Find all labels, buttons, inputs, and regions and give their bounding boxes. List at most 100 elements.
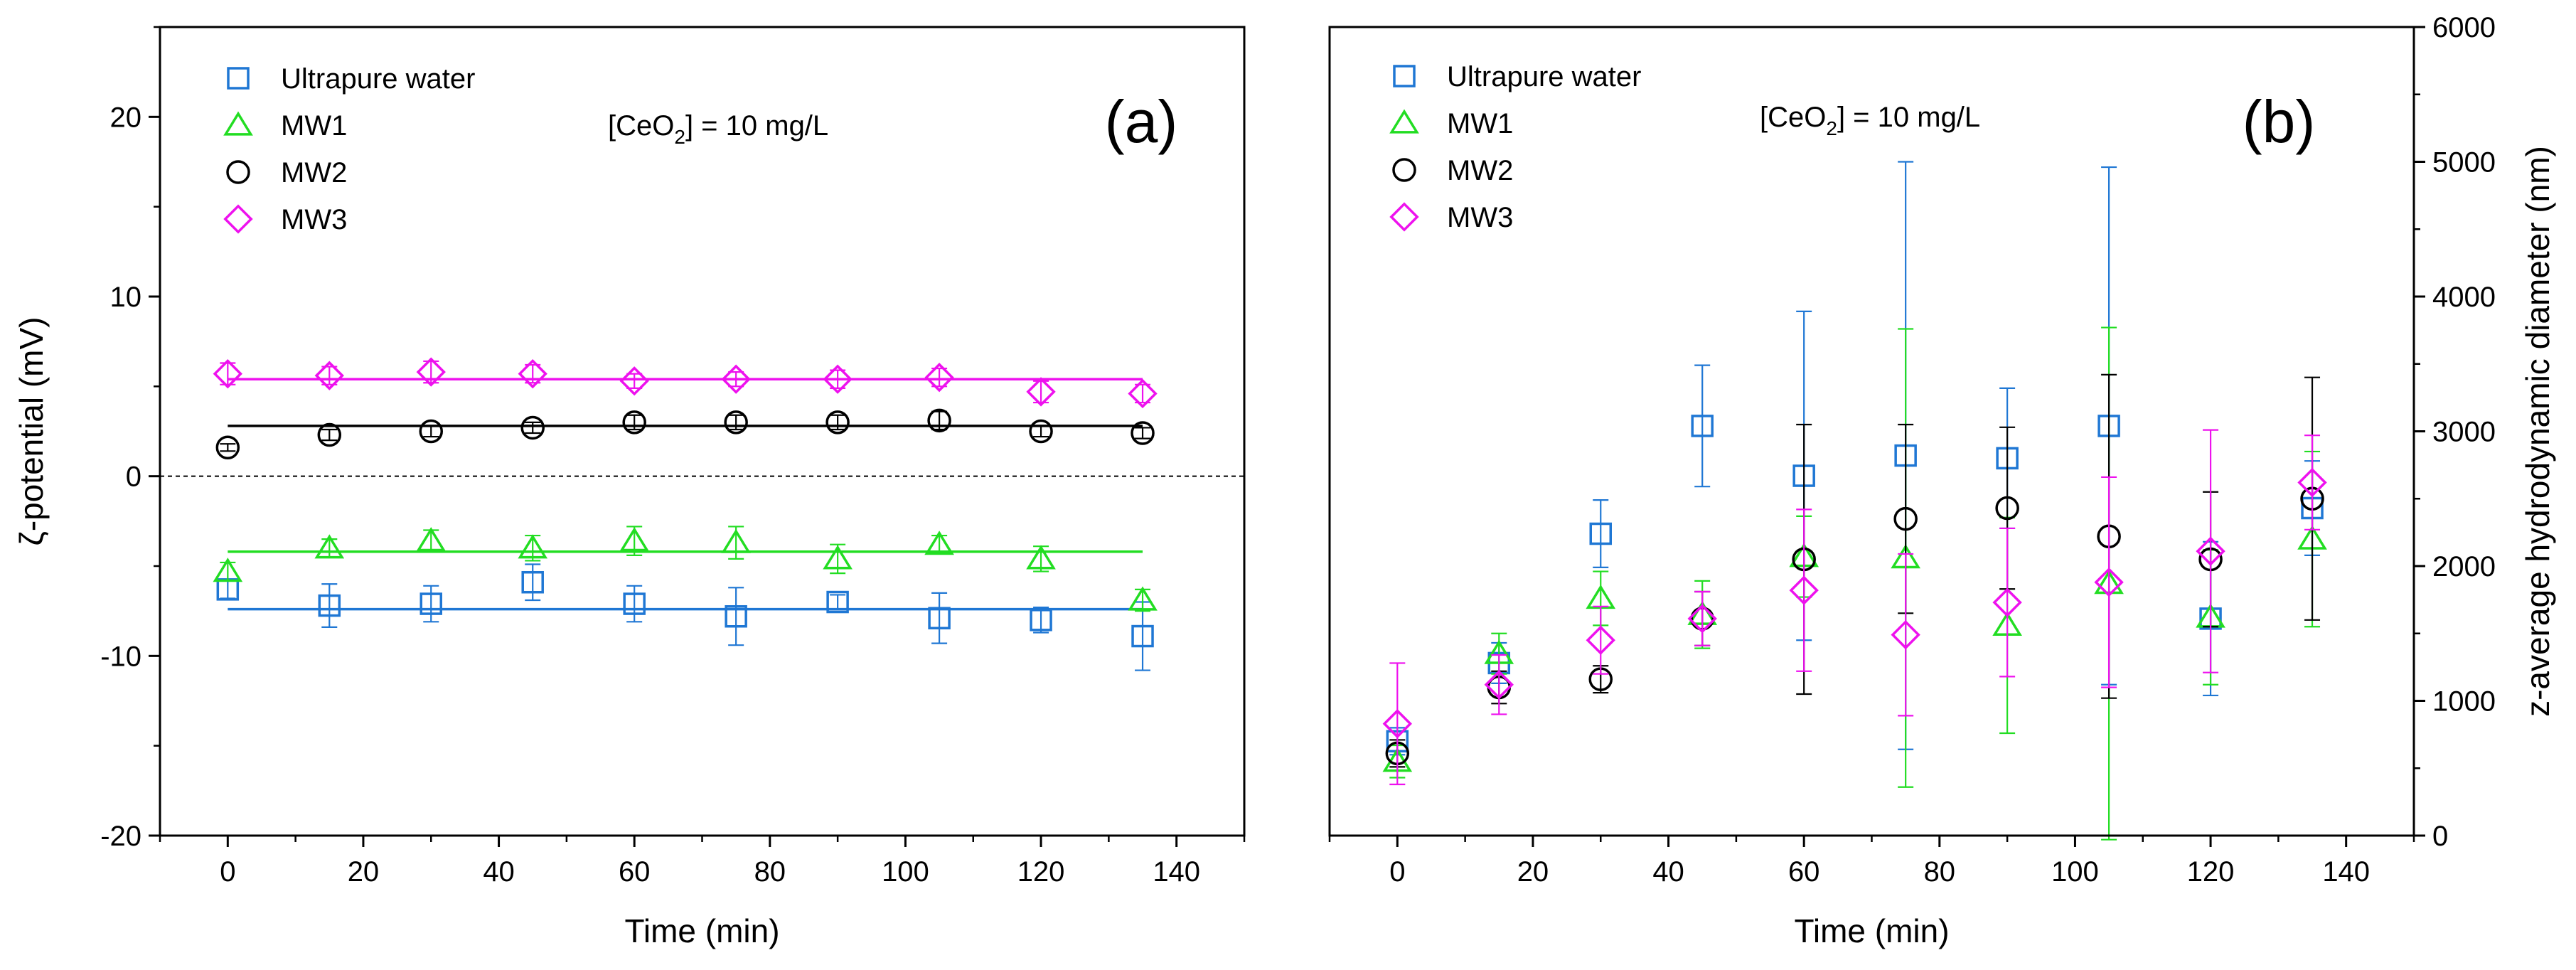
x-tick-label: 80: [1924, 856, 1956, 888]
legend-marker: [1389, 109, 1419, 134]
data-point: [215, 435, 240, 459]
legend-label: Ultrapure water: [1447, 61, 1641, 92]
chart-panel-a: 0 20 40 60 80 100 120 140 -20 -10 0 10 20 Time (min…: [13, 26, 1246, 949]
data-series: [215, 408, 1155, 459]
legend-label: MW3: [281, 204, 347, 235]
data-point: [1589, 522, 1612, 545]
y-tick-label: -10: [100, 641, 141, 672]
data-point: [924, 363, 954, 393]
data-series: [1382, 429, 2327, 786]
x-tick-label: 40: [483, 856, 515, 888]
data-point: [416, 527, 447, 552]
legend-marker: [227, 67, 250, 90]
data-point: [623, 592, 646, 615]
x-tick-label: 80: [754, 856, 786, 888]
data-point: [520, 415, 545, 440]
annotation-suffix: ] = 10 mg/L: [1837, 102, 1980, 133]
data-point: [419, 419, 443, 444]
x-axis: 0 20 40 60 80 100 120 140: [159, 836, 1246, 888]
data-point: [2196, 536, 2225, 566]
data-point: [1128, 586, 1158, 611]
data-point: [314, 361, 344, 390]
legend-label: MW2: [1447, 155, 1513, 186]
x-tick-label: 40: [1652, 856, 1684, 888]
data-point: [1030, 609, 1052, 631]
data-point: [317, 422, 342, 447]
plot-layer: [160, 357, 1244, 671]
data-point: [924, 531, 954, 555]
data-point: [928, 607, 951, 630]
annotation-prefix: [CeO: [608, 110, 674, 142]
y-axis: -20 -10 0 10 20: [100, 26, 160, 852]
annotation-prefix: [CeO: [1760, 102, 1826, 133]
data-point: [725, 604, 747, 628]
legend-marker: [223, 111, 253, 136]
x-tick-label: 120: [1017, 856, 1065, 888]
data-point: [521, 570, 544, 594]
data-series: [1385, 373, 2324, 768]
data-series: [1382, 326, 2327, 841]
x-tick-label: 120: [2187, 856, 2235, 888]
x-axis: 0 20 40 60 80 100 120 140: [1328, 836, 2415, 888]
plot-layer: [1382, 161, 2327, 841]
data-point: [1992, 587, 2022, 617]
y-axis-title: z-average hydrodynamic diameter (nm): [2519, 146, 2556, 717]
data-point: [1586, 625, 1615, 655]
data-point: [619, 527, 650, 552]
data-point: [318, 594, 341, 617]
panel-label: (a): [1105, 88, 1178, 155]
data-point: [419, 592, 442, 615]
data-point: [314, 534, 345, 559]
data-point: [1128, 378, 1158, 409]
x-tick-label: 140: [2322, 856, 2370, 888]
legend-marker: [1392, 158, 1416, 182]
data-point: [1131, 624, 1154, 648]
y-tick-label: 3000: [2432, 417, 2496, 448]
data-point: [1691, 415, 1714, 437]
annotation-subscript: 2: [1826, 117, 1837, 139]
data-point: [826, 590, 849, 614]
data-point: [1026, 377, 1056, 407]
data-point: [1891, 619, 1920, 650]
data-point: [1789, 575, 1819, 605]
y-tick-label: 5000: [2432, 147, 2496, 178]
y-tick-label: 0: [126, 462, 141, 493]
y-tick-label: 10: [110, 282, 142, 313]
panel-label: (b): [2243, 88, 2316, 155]
data-point: [724, 410, 748, 435]
y-axis-title: ζ-potential (mV): [13, 317, 50, 546]
data-point: [2094, 567, 2124, 597]
chart-panel-b: 0 20 40 60 80 100 120 140 0 1000 2000 3000 4000 5000…: [1328, 12, 2556, 949]
data-series: [213, 357, 1158, 409]
x-axis-title: Time (min): [624, 912, 779, 949]
legend: Ultrapure water MW1 MW2 MW3: [1389, 61, 1641, 233]
y-tick-label: -20: [100, 821, 141, 852]
data-point: [213, 358, 242, 389]
legend-marker: [223, 204, 253, 234]
data-point: [721, 364, 751, 394]
data-point: [619, 366, 649, 396]
legend-label: MW3: [1447, 202, 1513, 233]
data-point: [518, 358, 547, 389]
data-point: [1893, 506, 1918, 531]
data-point: [1995, 496, 2019, 521]
x-tick-label: 100: [2051, 856, 2099, 888]
legend-marker: [1393, 65, 1416, 87]
y-tick-label: 1000: [2432, 686, 2496, 718]
data-point: [1484, 670, 1514, 700]
x-tick-label: 140: [1153, 856, 1200, 888]
data-point: [1029, 419, 1053, 444]
data-point: [927, 408, 951, 433]
data-point: [823, 545, 853, 570]
y-axis: 0 1000 2000 3000 4000 5000 6000: [2414, 12, 2496, 852]
data-series: [1386, 161, 2324, 756]
data-point: [825, 410, 850, 435]
legend: Ultrapure water MW1 MW2 MW3: [223, 63, 475, 235]
x-axis-title: Time (min): [1794, 912, 1949, 949]
data-point: [721, 528, 751, 553]
legend-marker: [226, 160, 250, 184]
annotation-suffix: ] = 10 mg/L: [685, 110, 828, 142]
x-tick-label: 100: [882, 856, 929, 888]
data-point: [622, 410, 646, 435]
